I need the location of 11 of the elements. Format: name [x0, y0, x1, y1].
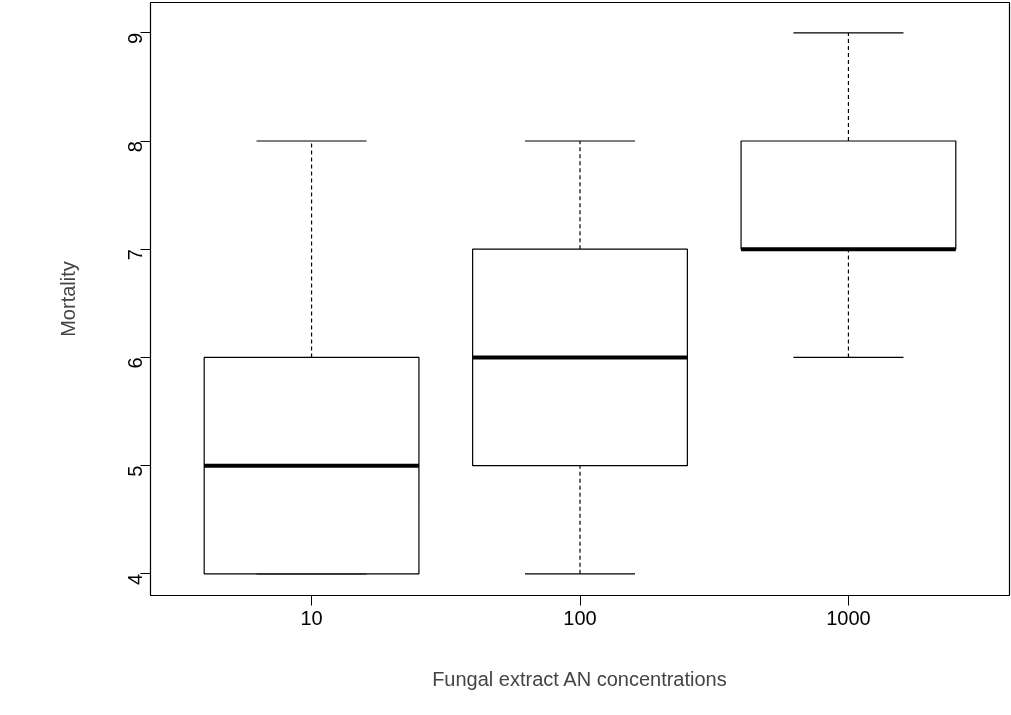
x-tick-label: 1000: [826, 606, 871, 629]
y-tick-label: 9: [124, 32, 147, 44]
x-tick-label: 10: [300, 606, 323, 629]
x-tick-label: 100: [563, 606, 597, 629]
y-tick-label: 8: [124, 141, 147, 153]
x-axis-title: Fungal extract AN concentrations: [432, 667, 727, 690]
y-tick-label: 7: [124, 249, 147, 261]
y-tick-label: 5: [124, 465, 147, 477]
y-tick-label: 6: [124, 357, 147, 369]
y-tick-label: 4: [124, 573, 147, 585]
y-axis-title: Mortality: [56, 261, 79, 337]
